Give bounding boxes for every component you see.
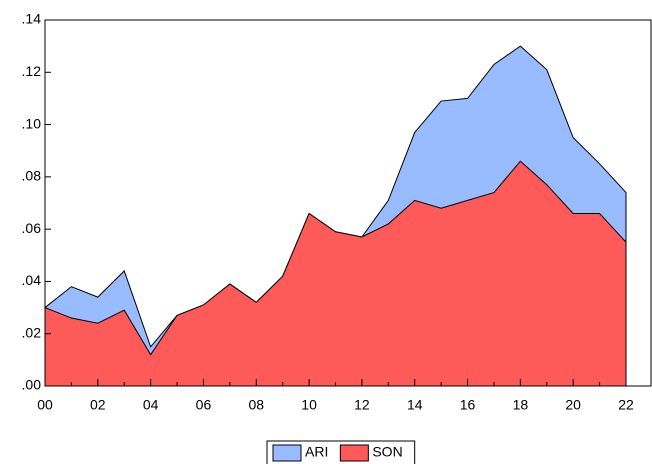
legend: ARI SON	[266, 440, 416, 464]
x-tick-label: 02	[90, 397, 106, 413]
x-tick-label: 14	[407, 397, 423, 413]
y-tick-label: .06	[22, 220, 42, 236]
legend-label: ARI	[305, 444, 328, 460]
y-tick-label: .10	[22, 115, 42, 131]
y-tick-label: .12	[22, 63, 42, 79]
y-tick-label: .04	[22, 272, 42, 288]
x-tick-label: 18	[513, 397, 529, 413]
y-tick-label: .02	[22, 324, 42, 340]
legend-label: SON	[372, 444, 402, 460]
x-tick-label: 00	[37, 397, 53, 413]
plot	[44, 45, 627, 387]
x-tick-label: 16	[460, 397, 476, 413]
x-tick-label: 10	[301, 397, 317, 413]
x-tick-label: 12	[354, 397, 370, 413]
area	[44, 160, 627, 387]
plot-frame	[44, 19, 652, 387]
legend-swatch	[339, 444, 369, 462]
y-tick-label: .00	[22, 377, 42, 393]
legend-swatch	[272, 444, 302, 462]
x-tick-label: 04	[143, 397, 159, 413]
x-tick-label: 06	[196, 397, 212, 413]
y-tick-label: .08	[22, 168, 42, 184]
x-tick-label: 20	[565, 397, 581, 413]
y-tick-label: .14	[22, 11, 42, 27]
x-tick-label: 22	[618, 397, 634, 413]
legend-frame	[266, 440, 416, 464]
x-tick-label: 08	[248, 397, 264, 413]
